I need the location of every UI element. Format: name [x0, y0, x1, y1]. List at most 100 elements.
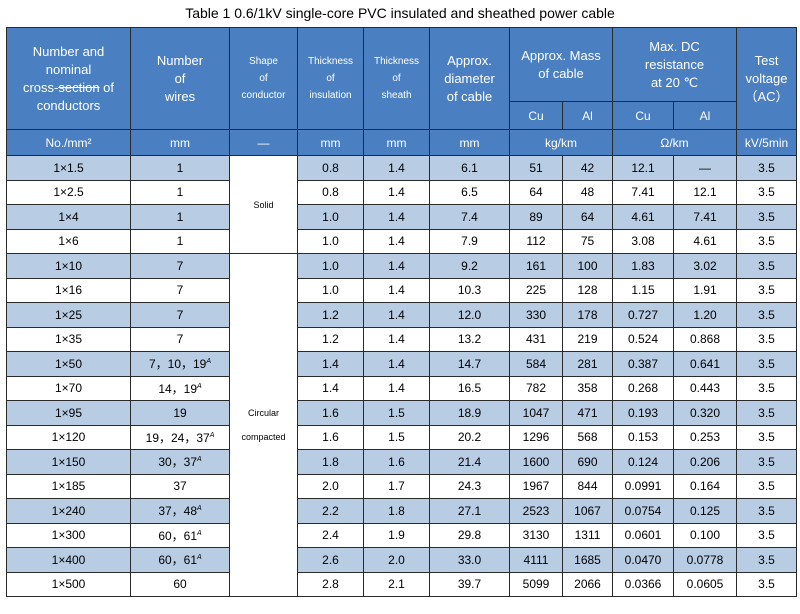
cell-mass-cu: 584 — [509, 351, 563, 377]
cell-diameter: 10.3 — [429, 277, 510, 303]
cell-mass-al: 178 — [561, 302, 614, 328]
cell-sheath: 1.4 — [363, 253, 430, 279]
table-row: 1×16 7 1.0 1.4 10.3 225 128 1.15 1.91 3.5 — [6, 277, 798, 303]
cell-mass-al: 1067 — [561, 498, 614, 524]
cell-sheath: 1.4 — [363, 228, 430, 254]
cell-mass-cu: 112 — [509, 228, 563, 254]
footnote-marker: A — [206, 358, 212, 366]
cell-mass-cu: 1296 — [509, 424, 563, 450]
cell-resistance-cu: 7.41 — [612, 179, 675, 205]
cell-sheath: 1.7 — [363, 473, 430, 499]
cell-sheath: 1.8 — [363, 498, 430, 524]
cell-mass-al: 100 — [561, 253, 614, 279]
cell-wires: 7 — [130, 253, 230, 279]
cell-mass-cu: 431 — [509, 326, 563, 352]
footnote-marker: A — [197, 505, 202, 513]
cell-resistance-al: — — [673, 155, 738, 181]
cell-diameter: 33.0 — [429, 547, 510, 573]
cell-sheath: 1.4 — [363, 277, 430, 303]
header-conductors: Number and nominal cross-section of cond… — [6, 27, 131, 130]
cell-mass-cu: 1600 — [509, 449, 563, 475]
table-row: 1×120 19，24，37A 1.6 1.5 20.2 1296 568 0.153 0.25… — [6, 424, 798, 450]
cell-mass-cu: 782 — [509, 375, 563, 401]
cell-resistance-cu: 3.08 — [612, 228, 675, 254]
header-test-voltage: Test voltage （AC） — [736, 27, 798, 130]
cell-size: 1×50 — [6, 351, 131, 377]
cell-wires: 7 — [130, 326, 230, 352]
cell-test-voltage: 3.5 — [736, 277, 798, 303]
cell-size: 1×120 — [6, 424, 131, 450]
cell-diameter: 20.2 — [429, 424, 510, 450]
cell-sheath: 1.5 — [363, 424, 430, 450]
cell-test-voltage: 3.5 — [736, 179, 798, 205]
table-row: 1×50 7，10，19A 1.4 1.4 14.7 584 281 0.387 0.641 3.… — [6, 351, 798, 377]
cell-insulation: 1.6 — [297, 424, 364, 450]
cell-size: 1×95 — [6, 400, 131, 426]
cell-test-voltage: 3.5 — [736, 547, 798, 573]
cell-test-voltage: 3.5 — [736, 204, 798, 230]
cell-resistance-al: 0.125 — [673, 498, 738, 524]
header-sheath: Thickness of sheath — [363, 27, 430, 130]
unit-wires: mm — [130, 129, 230, 156]
cell-wires: 7，10，19A — [130, 351, 230, 377]
cell-resistance-cu: 1.83 — [612, 253, 675, 279]
cell-resistance-cu: 0.193 — [612, 400, 675, 426]
cell-insulation: 0.8 — [297, 155, 364, 181]
cell-test-voltage: 3.5 — [736, 473, 798, 499]
header-mass-cu: Cu — [509, 101, 563, 130]
cell-resistance-cu: 0.268 — [612, 375, 675, 401]
cell-insulation: 1.2 — [297, 302, 364, 328]
cell-resistance-al: 0.0605 — [673, 571, 738, 597]
cell-shape-circular-compacted: Circular compacted — [229, 253, 298, 597]
cell-resistance-cu: 0.727 — [612, 302, 675, 328]
cell-mass-al: 568 — [561, 424, 614, 450]
unit-dc: Ω/km — [612, 129, 738, 156]
unit-shape: — — [229, 129, 298, 156]
cell-mass-al: 219 — [561, 326, 614, 352]
cell-insulation: 2.4 — [297, 522, 364, 548]
cell-insulation: 1.2 — [297, 326, 364, 352]
unit-conductors: No./mm² — [6, 129, 131, 156]
cell-diameter: 6.5 — [429, 179, 510, 205]
header-diameter: Approx. diameter of cable — [429, 27, 510, 130]
cell-size: 1×6 — [6, 228, 131, 254]
cell-sheath: 1.4 — [363, 351, 430, 377]
cell-resistance-cu: 0.153 — [612, 424, 675, 450]
cell-mass-cu: 89 — [509, 204, 563, 230]
cell-test-voltage: 3.5 — [736, 522, 798, 548]
header-insulation: Thickness of insulation — [297, 27, 364, 130]
cell-sheath: 1.4 — [363, 375, 430, 401]
unit-sheath: mm — [363, 129, 430, 156]
table-row: 1×35 7 1.2 1.4 13.2 431 219 0.524 0.868 3.5 — [6, 326, 798, 352]
cell-sheath: 1.9 — [363, 522, 430, 548]
cell-insulation: 1.4 — [297, 351, 364, 377]
header-dc-cu: Cu — [612, 101, 675, 130]
cell-test-voltage: 3.5 — [736, 228, 798, 254]
cell-size: 1×70 — [6, 375, 131, 401]
cell-insulation: 1.4 — [297, 375, 364, 401]
cell-diameter: 13.2 — [429, 326, 510, 352]
cell-insulation: 1.6 — [297, 400, 364, 426]
cell-test-voltage: 3.5 — [736, 302, 798, 328]
cell-diameter: 6.1 — [429, 155, 510, 181]
cell-wires: 14，19A — [130, 375, 230, 401]
cell-mass-cu: 4111 — [509, 547, 563, 573]
cell-mass-al: 281 — [561, 351, 614, 377]
cell-test-voltage: 3.5 — [736, 351, 798, 377]
cell-test-voltage: 3.5 — [736, 155, 798, 181]
cell-insulation: 2.0 — [297, 473, 364, 499]
cell-sheath: 1.4 — [363, 204, 430, 230]
cell-size: 1×400 — [6, 547, 131, 573]
header-dc-resistance: Max. DC resistance at 20 ℃ — [612, 26, 738, 103]
cell-resistance-al: 12.1 — [673, 179, 738, 205]
table-row: 1×400 60，61A 2.6 2.0 33.0 4111 1685 0.0470 0.077… — [6, 547, 798, 573]
cell-test-voltage: 3.5 — [736, 498, 798, 524]
cell-sheath: 1.4 — [363, 302, 430, 328]
cell-shape-solid: Solid — [229, 155, 298, 254]
cell-resistance-al: 3.02 — [673, 253, 738, 279]
cell-wires: 1 — [130, 228, 230, 254]
cell-mass-cu: 64 — [509, 179, 563, 205]
table-row: 1×500 60 2.8 2.1 39.7 5099 2066 0.0366 0.0605 3.5 — [6, 571, 798, 597]
cell-mass-cu: 3130 — [509, 522, 563, 548]
unit-diameter: mm — [429, 129, 510, 156]
